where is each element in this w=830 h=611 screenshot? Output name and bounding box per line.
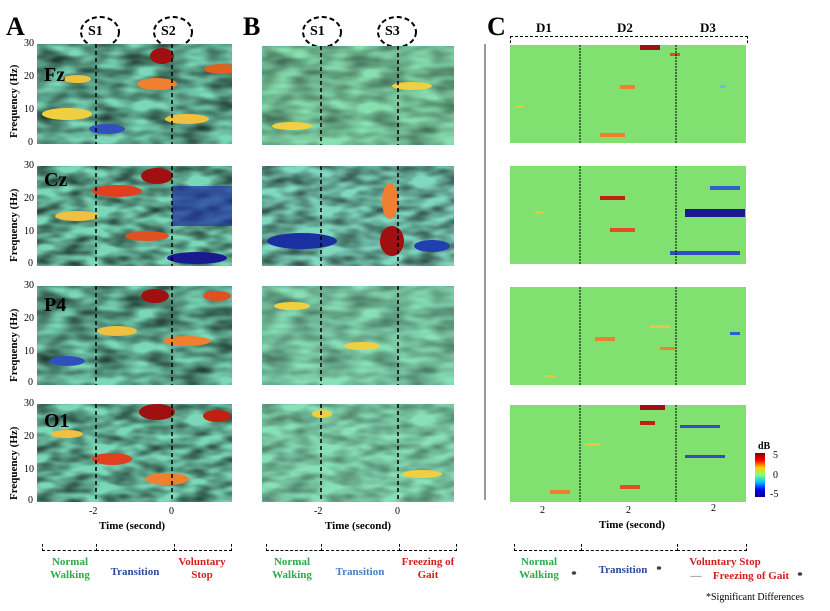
phase-c-freezing-star: * xyxy=(797,570,803,582)
ytick: 10 xyxy=(24,226,34,237)
bracket-b-1 xyxy=(266,544,322,551)
xtick-c-2: 2 xyxy=(626,505,631,516)
phase-c-voluntary-stop: Voluntary Stop xyxy=(689,556,761,568)
bracket-c-2 xyxy=(581,544,678,551)
ytick: 0 xyxy=(28,495,33,506)
diffmap-c-p4 xyxy=(510,287,746,385)
xtick-b-0: 0 xyxy=(395,506,400,517)
channel-label-cz: Cz xyxy=(44,169,68,191)
xtick-a-neg2: -2 xyxy=(89,506,98,517)
panel-letter-c: C xyxy=(487,12,506,41)
phase-c-transition: Transition xyxy=(598,564,648,576)
spectrogram-a-cz xyxy=(37,166,232,266)
ytick: 0 xyxy=(28,258,33,269)
ytick: 0 xyxy=(28,137,33,148)
event-s2: S2 xyxy=(161,24,176,39)
xtick-b-neg2: -2 xyxy=(314,506,323,517)
diffmap-c-o1 xyxy=(510,405,746,502)
phase-a-transition: Transition xyxy=(110,566,160,578)
y-axis-label-4: Frequency (Hz) xyxy=(8,426,20,500)
ytick: 10 xyxy=(24,104,34,115)
phase-c-normal-walking-star: * xyxy=(571,569,577,581)
period-d3: D3 xyxy=(700,20,716,35)
phase-b-freezing-of-gait: Freezing of Gait xyxy=(401,556,455,581)
channel-label-p4: P4 xyxy=(44,294,67,316)
xtick-c-1: 2 xyxy=(540,505,545,516)
ytick: 30 xyxy=(24,280,34,291)
ytick: 10 xyxy=(24,346,34,357)
bracket-c-1 xyxy=(514,544,582,551)
diffmap-c-cz xyxy=(510,166,746,264)
bracket-a-1 xyxy=(42,544,97,551)
phase-c-normal-walking: Normal Walking xyxy=(519,556,559,581)
spectrogram-a-p4 xyxy=(37,286,232,385)
column-separator xyxy=(484,44,486,500)
spectrogram-b-fz xyxy=(262,46,454,145)
ytick: 30 xyxy=(24,38,34,49)
bracket-a-3 xyxy=(174,544,232,551)
colorbar-max: 5 xyxy=(773,450,778,461)
phase-a-normal-walking: Normal Walking xyxy=(50,556,90,581)
phase-c-freezing-of-gait: Freezing of Gait xyxy=(712,570,790,582)
diffmap-c-fz xyxy=(510,45,746,143)
ytick: 20 xyxy=(24,313,34,324)
y-axis-label-3: Frequency (Hz) xyxy=(8,308,20,382)
xtick-a-0: 0 xyxy=(169,506,174,517)
event-s1-b: S1 xyxy=(310,24,325,39)
phase-c-transition-star: * xyxy=(656,564,662,576)
event-s1-a: S1 xyxy=(88,24,103,39)
phase-c-dash: — xyxy=(690,570,702,582)
spectrogram-a-o1 xyxy=(37,404,232,502)
ytick: 30 xyxy=(24,160,34,171)
colorbar-mid: 0 xyxy=(773,470,778,481)
ytick: 20 xyxy=(24,193,34,204)
x-axis-label-b: Time (second) xyxy=(325,520,392,532)
ytick: 10 xyxy=(24,464,34,475)
bracket-b-2 xyxy=(321,544,400,551)
period-d2: D2 xyxy=(617,20,633,35)
colorbar-title: dB xyxy=(758,441,771,452)
channel-label-fz: Fz xyxy=(44,64,66,86)
spectrogram-b-cz xyxy=(262,166,454,266)
phase-b-normal-walking: Normal Walking xyxy=(272,556,312,581)
panel-letter-b: B xyxy=(243,12,261,41)
panel-letter-a: A xyxy=(6,12,25,41)
x-axis-label-c: Time (second) xyxy=(599,519,666,531)
x-axis-label-a: Time (second) xyxy=(99,520,166,532)
ytick: 20 xyxy=(24,431,34,442)
ytick: 30 xyxy=(24,398,34,409)
spectrogram-b-o1 xyxy=(262,404,454,502)
ytick: 20 xyxy=(24,71,34,82)
xtick-c-3: 2 xyxy=(711,503,716,514)
bracket-c-3 xyxy=(677,544,747,551)
event-s3: S3 xyxy=(385,24,400,39)
top-bracket-c xyxy=(510,36,748,43)
ytick: 0 xyxy=(28,377,33,388)
footnote: *Significant Differences xyxy=(706,592,804,603)
channel-label-o1: O1 xyxy=(44,410,70,432)
phase-b-transition: Transition xyxy=(335,566,385,578)
spectrogram-b-p4 xyxy=(262,286,454,385)
bracket-b-3 xyxy=(399,544,457,551)
spectrogram-a-fz xyxy=(37,44,232,144)
phase-a-voluntary-stop: Voluntary Stop xyxy=(178,556,226,581)
period-d1: D1 xyxy=(536,20,552,35)
y-axis-label-1: Frequency (Hz) xyxy=(8,64,20,138)
bracket-a-2 xyxy=(96,544,175,551)
colorbar-min: -5 xyxy=(770,489,779,500)
y-axis-label-2: Frequency (Hz) xyxy=(8,188,20,262)
colorbar xyxy=(755,453,765,497)
